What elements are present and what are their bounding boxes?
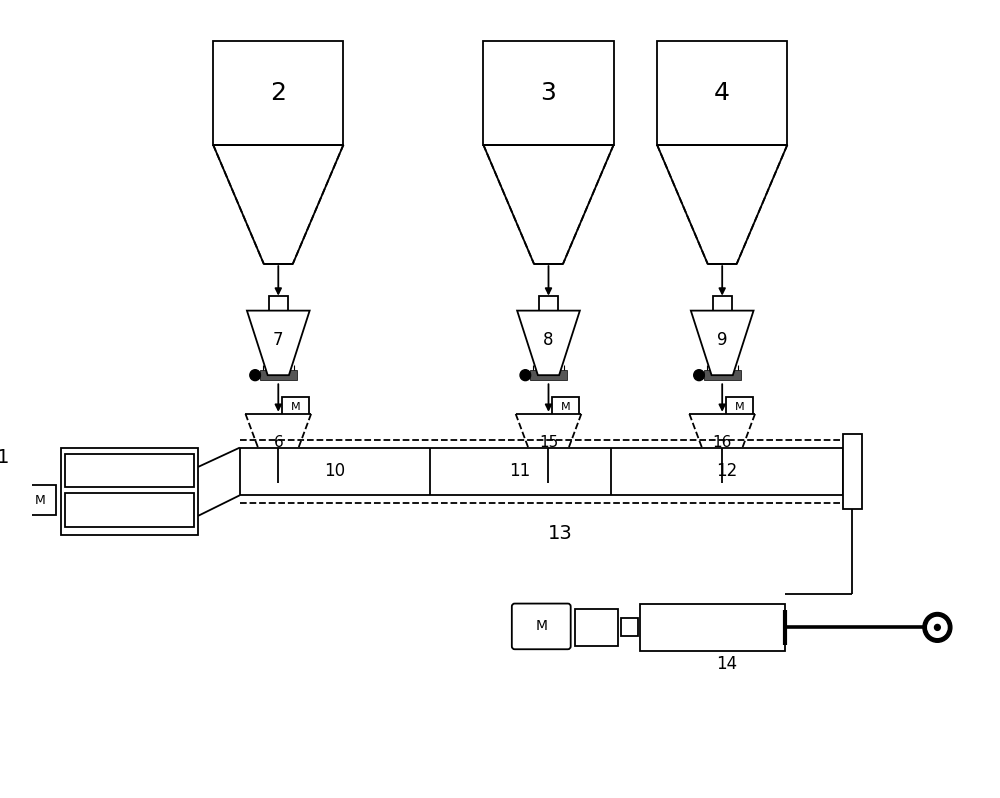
Bar xyxy=(24,485,56,516)
Polygon shape xyxy=(517,310,580,375)
Circle shape xyxy=(923,613,952,642)
Bar xyxy=(843,434,862,509)
Bar xyxy=(483,41,614,144)
Text: 6: 6 xyxy=(273,435,283,450)
Text: M: M xyxy=(35,494,46,507)
Bar xyxy=(621,618,638,636)
Circle shape xyxy=(934,624,940,630)
Text: 9: 9 xyxy=(717,330,727,349)
Bar xyxy=(552,397,579,417)
Bar xyxy=(713,296,732,310)
Text: 10: 10 xyxy=(324,463,345,480)
Circle shape xyxy=(694,369,704,381)
Text: 1: 1 xyxy=(0,448,9,467)
Bar xyxy=(61,448,198,535)
Circle shape xyxy=(520,369,531,381)
Polygon shape xyxy=(483,144,614,264)
Text: 14: 14 xyxy=(716,655,738,674)
Bar xyxy=(530,370,567,380)
Text: 8: 8 xyxy=(543,330,554,349)
Polygon shape xyxy=(247,310,310,375)
Polygon shape xyxy=(657,144,787,264)
Circle shape xyxy=(250,369,260,381)
Bar xyxy=(538,473,559,484)
Bar xyxy=(282,397,309,417)
Text: M: M xyxy=(561,402,571,412)
Polygon shape xyxy=(691,310,754,375)
FancyBboxPatch shape xyxy=(512,603,571,650)
Bar xyxy=(657,41,787,144)
Bar xyxy=(575,609,618,646)
Text: 4: 4 xyxy=(714,81,730,105)
Text: 12: 12 xyxy=(716,463,737,480)
Bar xyxy=(268,473,289,484)
Text: M: M xyxy=(535,619,547,634)
Text: 7: 7 xyxy=(273,330,284,349)
Text: 15: 15 xyxy=(539,435,558,450)
Bar xyxy=(269,296,288,310)
Circle shape xyxy=(928,618,947,638)
Text: 2: 2 xyxy=(270,81,286,105)
Bar xyxy=(65,493,194,527)
Polygon shape xyxy=(689,414,755,473)
Bar xyxy=(726,397,753,417)
Text: 11: 11 xyxy=(510,463,531,480)
Polygon shape xyxy=(516,414,581,473)
Text: M: M xyxy=(291,402,300,412)
Bar xyxy=(640,603,785,651)
Bar xyxy=(704,370,741,380)
Bar xyxy=(539,296,558,310)
Text: M: M xyxy=(735,402,744,412)
Text: 13: 13 xyxy=(548,523,573,543)
Bar xyxy=(260,370,297,380)
Polygon shape xyxy=(245,414,311,473)
Polygon shape xyxy=(213,144,343,264)
Text: 3: 3 xyxy=(541,81,556,105)
Bar xyxy=(240,448,843,496)
Bar xyxy=(712,473,733,484)
Bar xyxy=(213,41,343,144)
Bar xyxy=(65,453,194,488)
Text: 16: 16 xyxy=(713,435,732,450)
